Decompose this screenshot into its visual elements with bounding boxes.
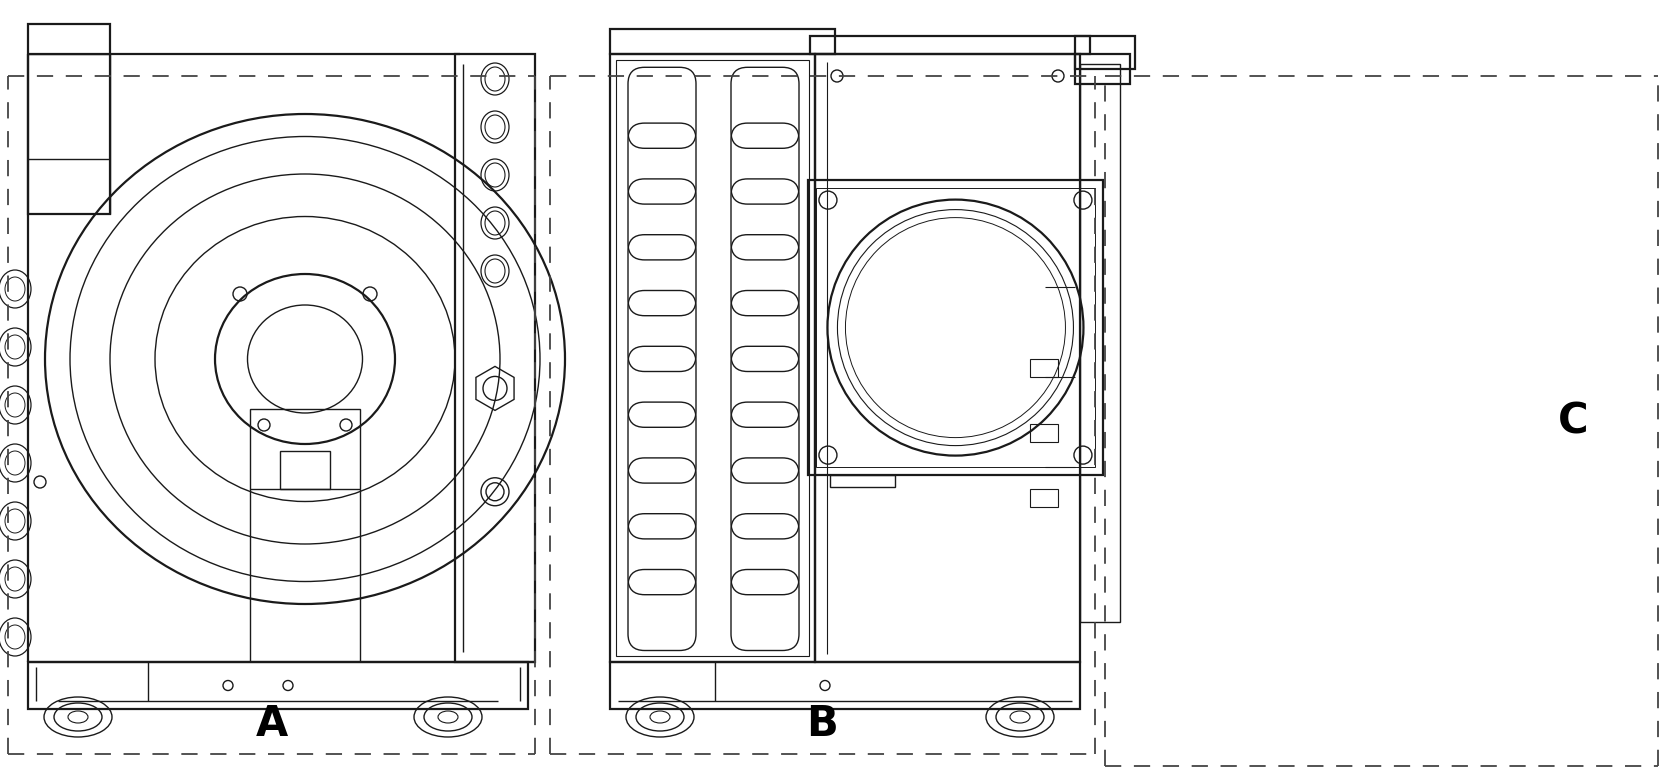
- Bar: [280, 451, 330, 489]
- Bar: [455, 54, 535, 662]
- Bar: [811, 36, 1089, 54]
- Bar: [615, 60, 809, 656]
- Text: B: B: [807, 703, 839, 745]
- Bar: [816, 188, 1094, 467]
- Bar: [28, 662, 529, 709]
- Text: C: C: [1558, 400, 1588, 442]
- Bar: [807, 180, 1103, 475]
- Bar: [1031, 424, 1058, 442]
- Bar: [1079, 64, 1119, 622]
- Bar: [610, 662, 1079, 709]
- Bar: [610, 54, 816, 662]
- Bar: [1074, 36, 1134, 69]
- Bar: [1031, 489, 1058, 507]
- Bar: [1074, 54, 1129, 84]
- Bar: [250, 409, 360, 489]
- Bar: [816, 54, 1079, 662]
- Bar: [610, 29, 836, 54]
- Text: A: A: [255, 703, 287, 745]
- Bar: [28, 24, 110, 214]
- Bar: [1031, 359, 1058, 377]
- Bar: [831, 475, 896, 487]
